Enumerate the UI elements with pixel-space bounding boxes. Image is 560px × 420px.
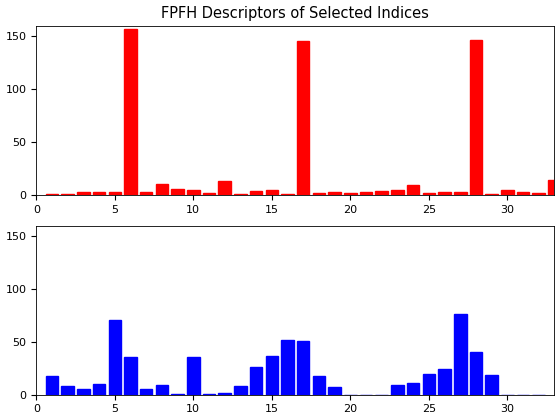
Bar (109, 320, 121, 395)
Bar (375, 191, 388, 195)
Bar (218, 181, 231, 195)
Bar (93, 384, 105, 395)
Bar (438, 369, 451, 395)
Bar (423, 374, 435, 395)
Bar (548, 180, 560, 195)
Bar (62, 386, 74, 395)
Bar (109, 192, 121, 195)
Bar (391, 189, 404, 195)
Bar (344, 193, 357, 195)
Bar (517, 192, 529, 195)
Title: FPFH Descriptors of Selected Indices: FPFH Descriptors of Selected Indices (161, 5, 430, 21)
Bar (187, 357, 199, 395)
Bar (156, 184, 168, 195)
Bar (328, 192, 341, 195)
Bar (486, 375, 498, 395)
Bar (250, 191, 263, 195)
Bar (281, 340, 294, 395)
Bar (297, 341, 310, 395)
Bar (470, 352, 482, 395)
Bar (438, 192, 451, 195)
Bar (501, 189, 514, 195)
Bar (77, 389, 90, 395)
Bar (391, 385, 404, 395)
Bar (265, 189, 278, 195)
Bar (250, 367, 263, 395)
Bar (77, 192, 90, 195)
Bar (93, 192, 105, 195)
Bar (156, 385, 168, 395)
Bar (140, 389, 152, 395)
Bar (234, 194, 247, 195)
Bar (140, 192, 152, 195)
Bar (187, 189, 199, 195)
Bar (203, 193, 215, 195)
Bar (312, 376, 325, 395)
Bar (454, 315, 466, 395)
Bar (328, 387, 341, 395)
Bar (407, 383, 419, 395)
Bar (454, 192, 466, 195)
Bar (265, 356, 278, 395)
Bar (234, 386, 247, 395)
Bar (124, 29, 137, 195)
Bar (470, 39, 482, 195)
Bar (281, 194, 294, 195)
Bar (46, 194, 58, 195)
Bar (486, 194, 498, 195)
Bar (533, 193, 545, 195)
Bar (297, 41, 310, 195)
Bar (423, 193, 435, 195)
Bar (360, 192, 372, 195)
Bar (46, 376, 58, 395)
Bar (407, 185, 419, 195)
Bar (218, 393, 231, 395)
Bar (171, 189, 184, 195)
Bar (203, 394, 215, 395)
Bar (62, 194, 74, 195)
Bar (312, 193, 325, 195)
Bar (171, 394, 184, 395)
Bar (124, 357, 137, 395)
